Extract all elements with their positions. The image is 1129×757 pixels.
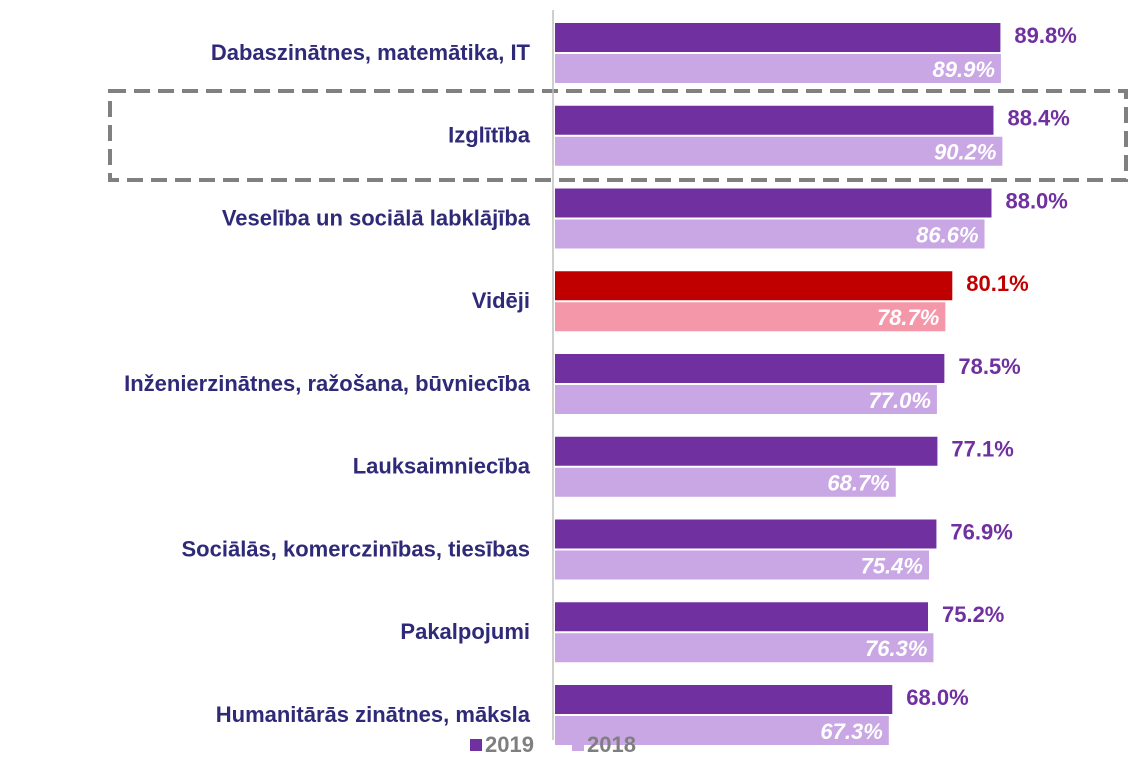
- bar: [555, 550, 929, 580]
- category-label: Sociālās, komerczinības, tiesības: [182, 536, 531, 561]
- value-label: 77.0%: [869, 388, 931, 413]
- value-label: 75.4%: [861, 553, 923, 578]
- bar: [555, 188, 992, 218]
- bar: [555, 716, 889, 745]
- value-label: 88.0%: [1005, 188, 1067, 213]
- value-label: 68.0%: [906, 685, 968, 710]
- bar: [555, 385, 937, 414]
- legend-swatch: [470, 739, 482, 751]
- value-label: 89.8%: [1014, 23, 1076, 48]
- legend-swatch: [572, 739, 584, 751]
- value-label: 86.6%: [916, 222, 978, 247]
- bar: [555, 136, 1003, 166]
- category-label: Humanitārās zinātnes, māksla: [216, 702, 531, 727]
- value-label: 90.2%: [934, 140, 996, 165]
- legend-label: 2018: [587, 732, 636, 757]
- bar: [555, 354, 945, 383]
- category-label: Izglītība: [448, 123, 531, 148]
- value-label: 75.2%: [942, 602, 1004, 627]
- value-label: 68.7%: [827, 471, 889, 496]
- value-label: 76.9%: [950, 519, 1012, 544]
- bar: [555, 633, 934, 663]
- legend-label: 2019: [485, 732, 534, 757]
- category-label: Vidēji: [472, 288, 530, 313]
- value-label: 89.9%: [933, 57, 995, 82]
- bar: [555, 685, 893, 714]
- highlight-box: [108, 89, 1128, 182]
- value-label: 67.3%: [820, 719, 882, 744]
- value-label: 77.1%: [951, 437, 1013, 462]
- value-label: 76.3%: [865, 636, 927, 661]
- bar: [555, 436, 938, 466]
- bar: [555, 54, 1001, 83]
- bar: [555, 519, 937, 549]
- category-label: Lauksaimniecība: [353, 454, 531, 479]
- bar: [555, 219, 985, 249]
- bar: [555, 271, 953, 301]
- bar: [555, 23, 1001, 52]
- value-label: 88.4%: [1007, 106, 1069, 131]
- bar: [555, 302, 946, 332]
- bar: [555, 467, 896, 497]
- value-label: 78.7%: [877, 305, 939, 330]
- value-label: 78.5%: [958, 354, 1020, 379]
- bar: [555, 602, 928, 632]
- bar: [555, 105, 994, 135]
- category-label: Pakalpojumi: [400, 619, 530, 644]
- category-label: Veselība un sociālā labklājība: [222, 205, 531, 230]
- category-label: Dabaszinātnes, matemātika, IT: [211, 40, 531, 65]
- category-label: Inženierzinātnes, ražošana, būvniecība: [124, 371, 531, 396]
- value-label: 80.1%: [966, 271, 1028, 296]
